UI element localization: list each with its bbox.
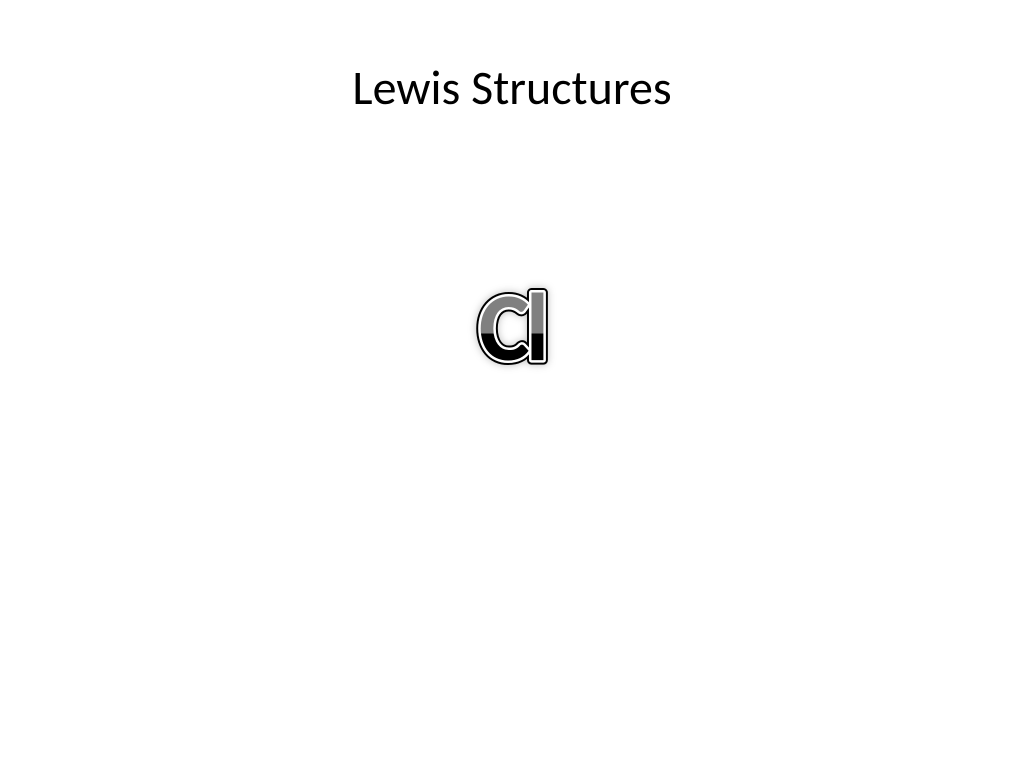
svg-text:Cl: Cl xyxy=(479,270,545,380)
slide-title: Lewis Structures xyxy=(0,58,1024,117)
element-symbol: Cl Cl Cl xyxy=(442,270,582,380)
